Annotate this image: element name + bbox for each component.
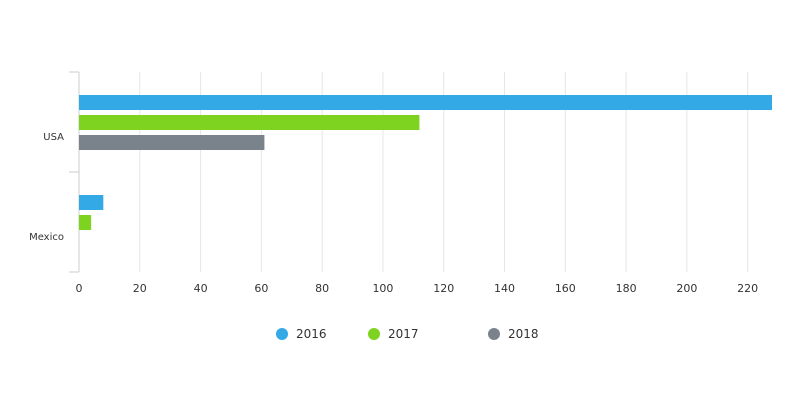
bar-mexico-2016 <box>79 195 104 210</box>
bar-usa-2016 <box>79 95 772 110</box>
legend-item-2016[interactable]: 2016 <box>276 322 327 346</box>
bar-usa-2018 <box>79 135 265 150</box>
legend-marker-2018 <box>488 328 500 340</box>
bar-usa-2017 <box>79 115 420 130</box>
y-category-label-usa: USA <box>43 132 64 143</box>
legend-item-2018[interactable]: 2018 <box>488 322 539 346</box>
x-tick-label-220: 220 <box>737 282 758 295</box>
bars <box>79 95 772 230</box>
axis-labels: 0 20 40 60 80 100 120 140 160 180 200 220 USA Mexico <box>29 132 758 295</box>
legend-label-2016: 2016 <box>296 327 327 341</box>
x-tick-label-20: 20 <box>133 282 147 295</box>
x-tick-label-0: 0 <box>76 282 83 295</box>
x-tick-label-80: 80 <box>315 282 329 295</box>
chart-legend: 2016 2017 2018 <box>0 322 800 346</box>
x-tick-label-180: 180 <box>616 282 637 295</box>
x-tick-label-200: 200 <box>676 282 697 295</box>
x-tick-label-100: 100 <box>372 282 393 295</box>
legend-marker-2017 <box>368 328 380 340</box>
x-tick-label-160: 160 <box>555 282 576 295</box>
x-tick-label-40: 40 <box>194 282 208 295</box>
legend-label-2017: 2017 <box>388 327 419 341</box>
y-category-label-mexico: Mexico <box>29 232 64 243</box>
x-tick-label-140: 140 <box>494 282 515 295</box>
bar-mexico-2017 <box>79 215 92 230</box>
legend-label-2018: 2018 <box>508 327 539 341</box>
legend-marker-2016 <box>276 328 288 340</box>
x-tick-label-60: 60 <box>254 282 268 295</box>
x-tick-label-120: 120 <box>433 282 454 295</box>
legend-item-2017[interactable]: 2017 <box>368 322 419 346</box>
axes <box>69 71 80 273</box>
